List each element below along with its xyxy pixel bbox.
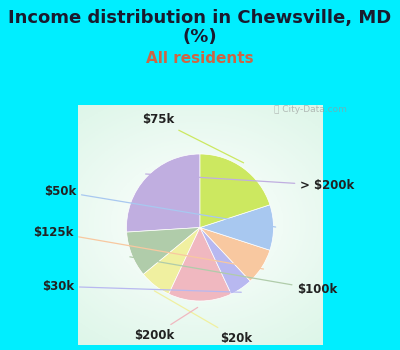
Text: All residents: All residents (146, 51, 254, 66)
Wedge shape (126, 154, 200, 232)
Text: $20k: $20k (154, 291, 252, 345)
Text: Income distribution in Chewsville, MD: Income distribution in Chewsville, MD (8, 9, 392, 27)
Wedge shape (143, 228, 200, 294)
Text: $50k: $50k (44, 185, 276, 227)
Text: $100k: $100k (130, 257, 338, 296)
Wedge shape (200, 228, 270, 281)
Text: $75k: $75k (142, 113, 244, 163)
Text: $30k: $30k (42, 280, 241, 293)
Text: $125k: $125k (33, 226, 264, 269)
Text: ⓘ City-Data.com: ⓘ City-Data.com (274, 105, 347, 114)
Text: > $200k: > $200k (146, 174, 354, 192)
Text: $200k: $200k (134, 307, 198, 342)
Wedge shape (200, 228, 250, 294)
Wedge shape (200, 205, 274, 250)
Text: (%): (%) (183, 28, 217, 46)
Wedge shape (127, 228, 200, 274)
Wedge shape (169, 228, 231, 301)
Wedge shape (200, 154, 270, 228)
